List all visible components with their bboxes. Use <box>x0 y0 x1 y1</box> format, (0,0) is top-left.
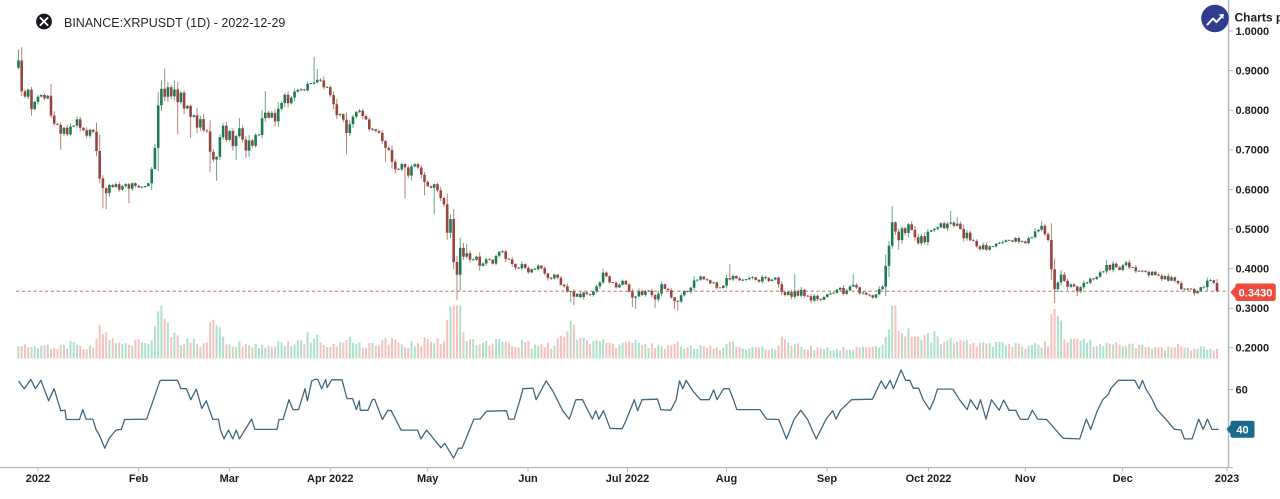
svg-text:Sep: Sep <box>817 473 837 485</box>
svg-text:0.9000: 0.9000 <box>1236 66 1270 78</box>
svg-text:0.8000: 0.8000 <box>1236 105 1270 117</box>
svg-text:Jul 2022: Jul 2022 <box>606 473 649 485</box>
svg-text:Feb: Feb <box>129 473 149 485</box>
svg-text:BINANCE:XRPUSDT (1D) - 2022-12: BINANCE:XRPUSDT (1D) - 2022-12-29 <box>64 16 285 30</box>
svg-text:60: 60 <box>1236 384 1248 396</box>
svg-text:Jun: Jun <box>518 473 538 485</box>
svg-text:May: May <box>417 473 439 485</box>
svg-text:40: 40 <box>1236 425 1248 437</box>
svg-text:2022: 2022 <box>26 473 50 485</box>
svg-text:Apr 2022: Apr 2022 <box>307 473 353 485</box>
svg-text:2023: 2023 <box>1215 473 1239 485</box>
svg-text:Dec: Dec <box>1113 473 1133 485</box>
svg-text:0.6000: 0.6000 <box>1236 184 1270 196</box>
svg-text:0.2000: 0.2000 <box>1236 343 1270 355</box>
svg-text:Oct 2022: Oct 2022 <box>906 473 952 485</box>
svg-text:0.3430: 0.3430 <box>1239 288 1273 300</box>
svg-text:0.3000: 0.3000 <box>1236 303 1270 315</box>
svg-text:0.5000: 0.5000 <box>1236 224 1270 236</box>
svg-text:Nov: Nov <box>1015 473 1037 485</box>
svg-text:Mar: Mar <box>220 473 240 485</box>
svg-text:Aug: Aug <box>716 473 737 485</box>
svg-text:0.4000: 0.4000 <box>1236 264 1270 276</box>
svg-text:Charts powe: Charts powe <box>1235 11 1280 25</box>
svg-text:1.0000: 1.0000 <box>1236 26 1270 38</box>
svg-text:0.7000: 0.7000 <box>1236 145 1270 157</box>
